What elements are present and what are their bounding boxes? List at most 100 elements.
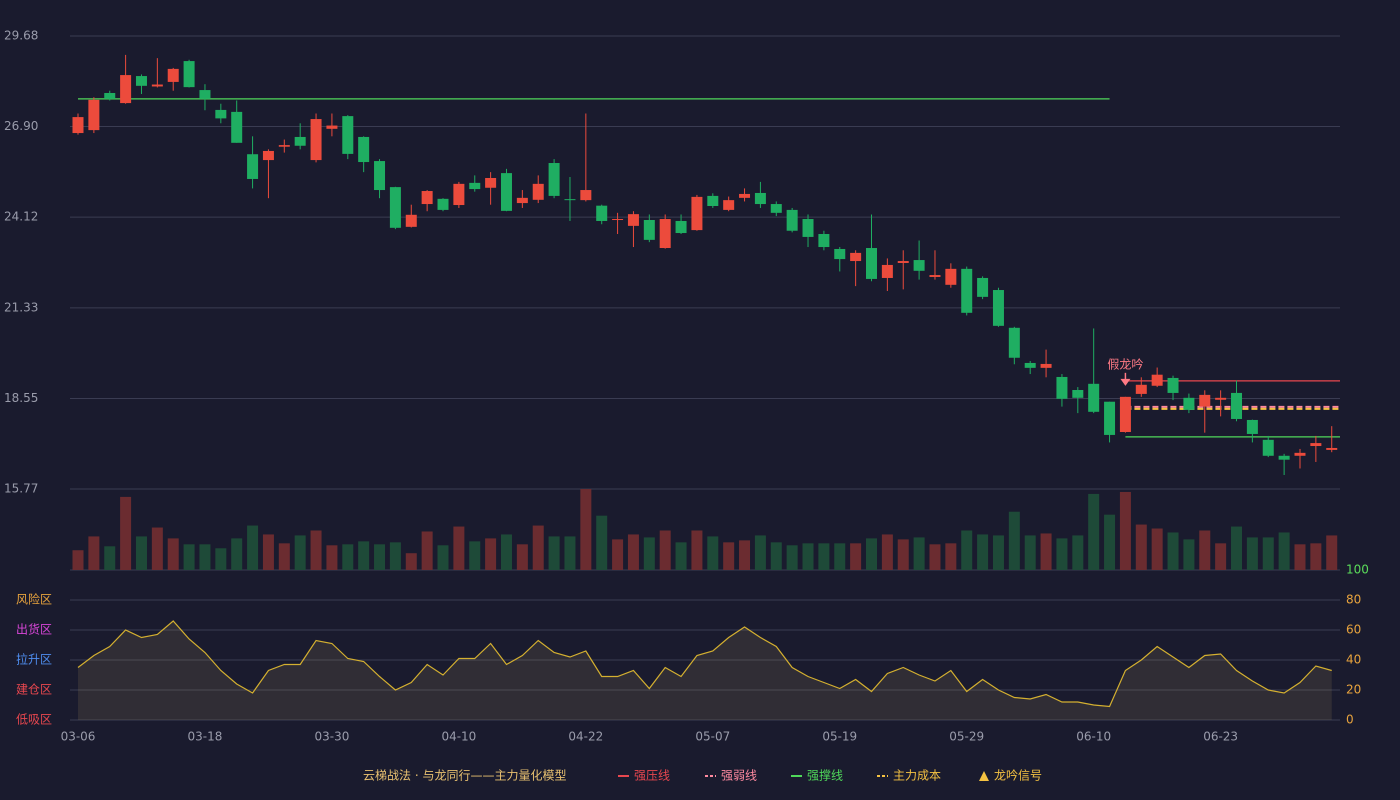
legend-title: 云梯战法 · 与龙同行——主力量化模型: [363, 769, 566, 783]
candle-body: [675, 220, 687, 234]
candle-body: [929, 275, 941, 277]
candle-body: [215, 109, 227, 119]
candle-body: [961, 268, 973, 313]
volume-bar: [1231, 526, 1243, 570]
candle-body: [342, 116, 354, 154]
y-tick-label: 29.68: [4, 29, 38, 43]
volume-bar: [643, 537, 655, 570]
candle-body: [405, 214, 417, 227]
candle-body: [532, 183, 544, 200]
candle-body: [120, 75, 132, 104]
candle-body: [183, 61, 195, 88]
x-tick-label: 04-22: [568, 730, 603, 744]
volume-bar: [120, 496, 132, 570]
candle-body: [866, 248, 877, 279]
osc-tick-label: 0: [1346, 713, 1354, 727]
candle-body: [739, 193, 751, 198]
annotation: 假龙吟: [1107, 356, 1143, 371]
zone-label: 出货区: [16, 622, 52, 637]
candle-body: [421, 191, 433, 205]
volume-bar: [1056, 538, 1068, 570]
candle-body: [564, 199, 576, 201]
volume-bar: [992, 535, 1004, 570]
candle-body: [834, 248, 846, 260]
volume-bar: [262, 534, 274, 570]
candle-body: [627, 214, 639, 226]
candle-body: [1088, 383, 1100, 412]
candle-body: [850, 252, 862, 262]
volume-bar: [564, 536, 576, 570]
candle-body: [485, 177, 497, 188]
volume-bar: [1040, 533, 1052, 570]
candle-body: [104, 92, 116, 99]
volume-bar: [675, 542, 687, 570]
legend-label: 强压线: [634, 769, 670, 783]
osc-area: [78, 621, 1332, 720]
volume-bar: [294, 535, 306, 570]
candle-body: [1167, 377, 1179, 393]
volume-bar: [1072, 535, 1084, 570]
volume-bar: [1326, 535, 1338, 570]
candle-body: [992, 290, 1004, 326]
volume-bar: [389, 542, 401, 570]
candle-body: [1008, 327, 1020, 358]
candle-body: [278, 145, 290, 147]
osc-line: [77, 620, 1332, 708]
candle-body: [1215, 397, 1227, 400]
zone-label: 拉升区: [16, 652, 52, 667]
candle-body: [1294, 452, 1306, 456]
volume-bar: [135, 536, 147, 570]
volume-bar: [548, 536, 560, 570]
volume-bar: [72, 550, 84, 570]
candle-body: [516, 197, 528, 204]
volume-bar: [961, 530, 973, 570]
candle-body: [326, 125, 338, 129]
volume-bar: [707, 536, 719, 570]
candle-body: [977, 277, 989, 297]
volume-bar: [215, 548, 227, 570]
volume-bar: [1135, 524, 1147, 570]
candle-body: [548, 163, 560, 196]
volume-bar: [1310, 543, 1322, 570]
volume-bar: [754, 535, 766, 570]
candle-body: [1040, 363, 1052, 368]
candle-body: [151, 84, 163, 87]
volume-bar: [881, 534, 893, 570]
volume-bar: [818, 543, 830, 570]
candle-body: [643, 220, 655, 240]
candle-body: [786, 209, 798, 231]
candle-body: [723, 200, 735, 210]
volume-bar: [659, 530, 671, 570]
volume-bar: [437, 545, 449, 570]
candle-body: [1024, 362, 1036, 368]
volume-bar: [897, 539, 909, 570]
volume-bar: [310, 530, 322, 570]
candle-body: [754, 192, 766, 205]
y-tick-label: 21.33: [4, 300, 38, 314]
volume-bar: [1183, 539, 1195, 570]
volume-bar: [802, 543, 814, 570]
candle-body: [596, 205, 608, 221]
volume-bar: [1262, 537, 1274, 570]
volume-bar: [866, 538, 877, 570]
volume-bar: [342, 544, 354, 570]
volume-bar: [850, 543, 862, 570]
candle-body: [897, 261, 909, 263]
volume-bar: [183, 544, 195, 570]
y-tick-label: 15.77: [4, 482, 38, 496]
volume-bar: [929, 544, 941, 570]
x-tick-label: 04-10: [441, 730, 476, 744]
candle-body: [72, 117, 84, 134]
candle-body: [1231, 392, 1243, 419]
candle-body: [1104, 401, 1116, 435]
candle-body: [1310, 443, 1322, 447]
candle-body: [1326, 447, 1338, 450]
legend-label: 强撑线: [807, 768, 843, 783]
volume-bar: [231, 538, 243, 570]
volume-bar: [151, 527, 163, 570]
x-tick-label: 03-18: [188, 730, 223, 744]
x-tick-label: 05-19: [822, 730, 857, 744]
candle-body: [310, 119, 322, 161]
zone-label: 风险区: [16, 592, 52, 607]
volume-bar: [500, 534, 512, 570]
